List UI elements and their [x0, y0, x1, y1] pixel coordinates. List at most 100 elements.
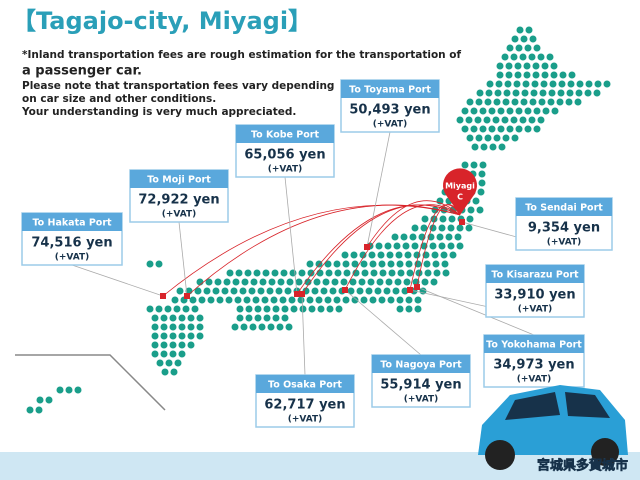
map-dot — [160, 341, 168, 349]
map-dot — [524, 107, 532, 115]
map-dot — [342, 296, 350, 304]
map-dot — [432, 260, 440, 268]
box-header — [372, 355, 470, 373]
map-dot — [472, 197, 480, 205]
map-dot — [505, 71, 513, 79]
map-dot — [503, 89, 511, 97]
map-dot — [254, 305, 262, 313]
map-dot — [533, 107, 541, 115]
map-dot — [541, 62, 549, 70]
port-name: To Kobe Port — [251, 130, 319, 141]
map-dot — [178, 350, 186, 358]
map-dot — [524, 44, 532, 52]
map-dot — [226, 269, 234, 277]
port-dot — [414, 284, 420, 290]
map-dot — [304, 278, 312, 286]
car-window — [565, 392, 610, 418]
map-dot — [584, 89, 592, 97]
port-name: To Yokohama Port — [486, 340, 582, 351]
map-dot — [156, 359, 164, 367]
map-dot — [395, 251, 403, 259]
map-dot — [263, 314, 271, 322]
map-dot — [178, 314, 186, 322]
car-window — [505, 392, 560, 420]
map-dot — [404, 251, 412, 259]
map-dot — [396, 305, 404, 313]
map-dot — [449, 251, 457, 259]
map-dot — [378, 260, 386, 268]
map-dot — [341, 251, 349, 259]
map-dot — [516, 26, 524, 34]
route-arc — [344, 204, 461, 291]
map-dot — [311, 287, 319, 295]
port-price: 72,922 yen — [138, 193, 219, 208]
map-dot — [502, 98, 510, 106]
map-dot — [486, 80, 494, 88]
route-arc — [416, 204, 461, 288]
map-dot — [510, 116, 518, 124]
map-dot — [461, 125, 469, 133]
map-dot — [421, 215, 429, 223]
map-dot — [445, 233, 453, 241]
box-header — [516, 198, 612, 216]
map-dot — [205, 278, 213, 286]
map-dot — [146, 260, 154, 268]
map-dot — [65, 386, 73, 394]
map-dot — [454, 233, 462, 241]
map-dot — [466, 215, 474, 223]
map-dot — [56, 386, 64, 394]
map-dot — [306, 296, 314, 304]
map-dot — [169, 314, 177, 322]
map-dot — [297, 296, 305, 304]
map-dot — [351, 296, 359, 304]
map-dot — [340, 278, 348, 286]
map-dot — [36, 396, 44, 404]
map-dot — [433, 269, 441, 277]
map-dot — [409, 233, 417, 241]
pin: Miyagi C — [442, 168, 477, 215]
map-dot — [493, 98, 501, 106]
map-dot — [313, 278, 321, 286]
map-dot — [281, 305, 289, 313]
map-dot — [530, 89, 538, 97]
map-dot — [249, 323, 257, 331]
map-dot — [276, 323, 284, 331]
map-dot — [169, 341, 177, 349]
map-dot — [541, 71, 549, 79]
map-dot — [216, 296, 224, 304]
port-dot — [364, 244, 370, 250]
map-dot — [350, 251, 358, 259]
wheel — [485, 440, 515, 470]
map-dot — [470, 125, 478, 133]
map-dot — [360, 260, 368, 268]
map-dot — [173, 305, 181, 313]
map-dot — [537, 116, 545, 124]
map-dot — [520, 35, 528, 43]
map-dot — [567, 80, 575, 88]
map-dot — [272, 314, 280, 322]
map-dot — [421, 278, 429, 286]
map-dot — [511, 98, 519, 106]
map-dot — [230, 287, 238, 295]
japan-dot-map — [26, 26, 611, 414]
map-dot — [478, 170, 486, 178]
map-dot — [532, 62, 540, 70]
map-dot — [236, 314, 244, 322]
map-dot — [405, 260, 413, 268]
map-dot — [288, 296, 296, 304]
map-dot — [461, 161, 469, 169]
map-dot — [298, 269, 306, 277]
map-dot — [378, 296, 386, 304]
map-dot — [212, 287, 220, 295]
map-dot — [397, 269, 405, 277]
box-header — [22, 213, 122, 231]
map-dot — [331, 278, 339, 286]
leader-line — [366, 131, 391, 248]
map-dot — [414, 305, 422, 313]
map-dot — [415, 269, 423, 277]
map-dot — [456, 116, 464, 124]
map-dot — [431, 251, 439, 259]
map-dot — [359, 251, 367, 259]
map-dot — [593, 89, 601, 97]
map-dot — [540, 80, 548, 88]
